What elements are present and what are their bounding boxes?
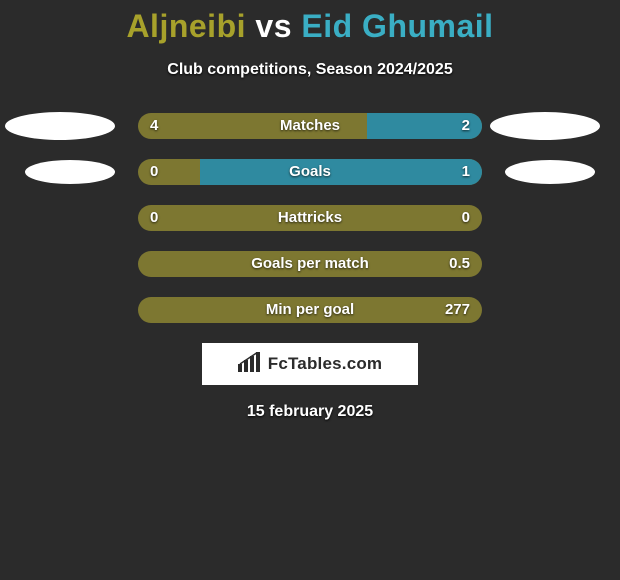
stat-bar: 0 Hattricks 0 bbox=[138, 205, 482, 231]
marker-left-ellipse bbox=[25, 160, 115, 184]
stat-label: Goals bbox=[138, 159, 482, 185]
stat-right-value: 0.5 bbox=[449, 251, 470, 277]
stat-label: Matches bbox=[138, 113, 482, 139]
stat-bar: Min per goal 277 bbox=[138, 297, 482, 323]
title-player1: Aljneibi bbox=[126, 8, 246, 44]
stat-label: Goals per match bbox=[138, 251, 482, 277]
brand-box: FcTables.com bbox=[202, 343, 418, 385]
stat-row-goals: 0 Goals 1 bbox=[0, 159, 620, 185]
comparison-infographic: Aljneibi vs Eid Ghumail Club competition… bbox=[0, 0, 620, 580]
stat-bar: 0 Goals 1 bbox=[138, 159, 482, 185]
stat-label: Hattricks bbox=[138, 205, 482, 231]
stat-label: Min per goal bbox=[138, 297, 482, 323]
date-label: 15 february 2025 bbox=[0, 403, 620, 421]
subtitle: Club competitions, Season 2024/2025 bbox=[0, 61, 620, 79]
title-vs: vs bbox=[255, 8, 292, 44]
stat-right-value: 2 bbox=[462, 113, 470, 139]
stat-row-goals-per-match: Goals per match 0.5 bbox=[0, 251, 620, 277]
stat-right-value: 0 bbox=[462, 205, 470, 231]
stat-row-matches: 4 Matches 2 bbox=[0, 113, 620, 139]
stat-rows: 4 Matches 2 0 Goals 1 0 Hattricks 0 bbox=[0, 113, 620, 323]
marker-left-ellipse bbox=[5, 112, 115, 140]
stat-row-min-per-goal: Min per goal 277 bbox=[0, 297, 620, 323]
stat-bar: Goals per match 0.5 bbox=[138, 251, 482, 277]
stat-right-value: 277 bbox=[445, 297, 470, 323]
bar-chart-icon bbox=[238, 352, 262, 377]
brand-text: FcTables.com bbox=[268, 354, 383, 374]
stat-right-value: 1 bbox=[462, 159, 470, 185]
marker-right-ellipse bbox=[490, 112, 600, 140]
stat-row-hattricks: 0 Hattricks 0 bbox=[0, 205, 620, 231]
marker-right-ellipse bbox=[505, 160, 595, 184]
page-title: Aljneibi vs Eid Ghumail bbox=[0, 0, 620, 45]
stat-bar: 4 Matches 2 bbox=[138, 113, 482, 139]
title-player2: Eid Ghumail bbox=[301, 8, 493, 44]
